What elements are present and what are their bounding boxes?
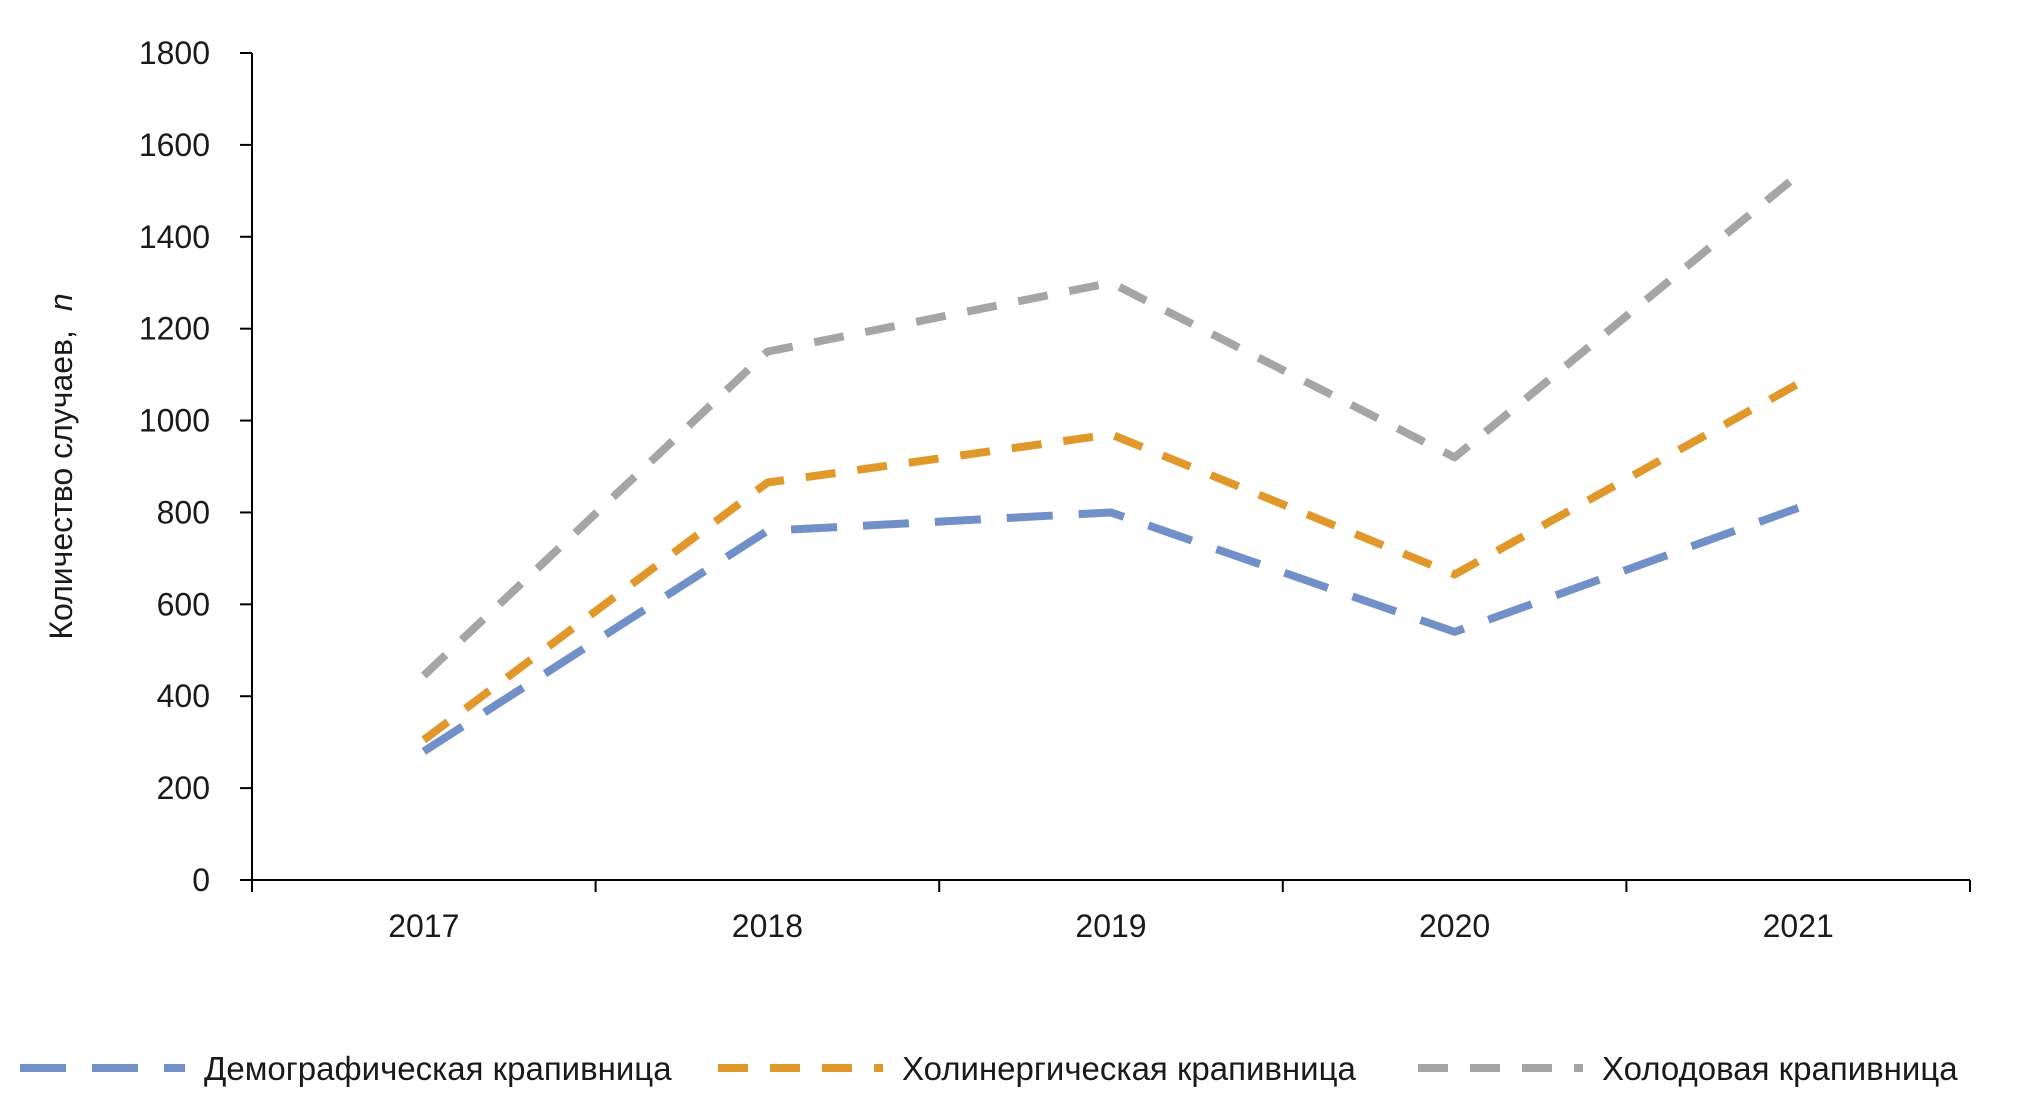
y-axis-title-text: Количество случаев, — [43, 330, 79, 640]
series-line-1 — [421, 504, 1800, 755]
x-tick-label: 2020 — [1419, 908, 1490, 944]
y-tick-label: 1400 — [139, 219, 210, 255]
x-tick-label: 2019 — [1075, 908, 1146, 944]
y-axis-title-unit: n — [43, 293, 79, 311]
x-tick-label: 2017 — [388, 908, 459, 944]
y-tick-label: 1600 — [139, 127, 210, 163]
y-tick-label: 800 — [157, 494, 210, 530]
series-line-2 — [421, 380, 1801, 744]
series-lines — [421, 171, 1801, 755]
legend: Демографическая крапивница Холинергическа… — [20, 1050, 1958, 1087]
x-tick-label: 2018 — [732, 908, 803, 944]
y-tick-label: 1800 — [139, 35, 210, 71]
series-line-3 — [421, 171, 1801, 679]
y-tick-label: 0 — [192, 862, 210, 898]
y-axis-title: Количество случаев, n — [43, 293, 79, 639]
y-tick-label: 600 — [157, 586, 210, 622]
y-tick-label: 400 — [157, 678, 210, 714]
x-ticks: 2017 2018 2019 2020 2021 — [251, 880, 1971, 944]
y-tick-label: 1000 — [139, 403, 210, 439]
y-tick-label: 200 — [157, 770, 210, 806]
legend-label-3: Холодовая крапивница — [1602, 1050, 1958, 1087]
y-tick-label: 1200 — [139, 311, 210, 347]
axes — [251, 53, 1970, 881]
y-ticks: 0 200 400 600 800 1000 1200 1400 1600 1800 — [139, 35, 252, 898]
x-tick-label: 2021 — [1763, 908, 1834, 944]
legend-label-2: Холинергическая крапивница — [902, 1050, 1356, 1087]
legend-label-1: Демографическая крапивница — [204, 1050, 672, 1087]
